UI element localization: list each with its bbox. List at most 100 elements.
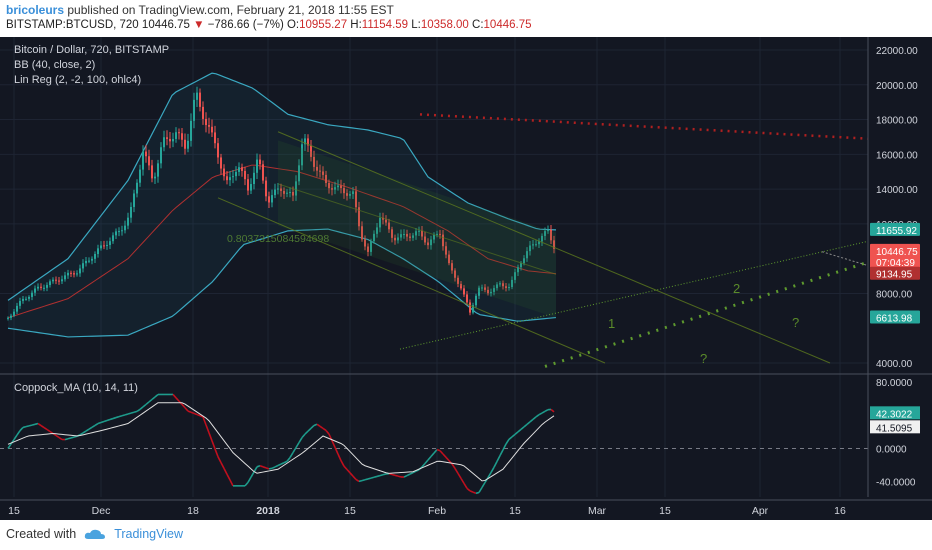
price-axis[interactable]: 22000.00 20000.00 18000.00 16000.00 14000.00… bbox=[867, 37, 932, 520]
candlestick-series[interactable] bbox=[7, 86, 555, 321]
candle-body bbox=[286, 192, 288, 194]
coppock-segment bbox=[361, 478, 366, 482]
candle-body bbox=[358, 207, 360, 227]
coppock-segment bbox=[421, 462, 426, 468]
candle-body bbox=[331, 188, 333, 190]
coppock-segment bbox=[259, 465, 264, 468]
time-tick-label: 16 bbox=[834, 505, 846, 517]
linreg-correlation: 0.8037315084594698 bbox=[227, 233, 329, 245]
price-badge bbox=[870, 243, 920, 268]
candle-body bbox=[448, 254, 450, 264]
candle-body bbox=[208, 125, 210, 127]
candle-body bbox=[244, 170, 246, 180]
candle-body bbox=[94, 253, 96, 259]
time-axis[interactable]: 15 Dec 18 2018 15 Feb 15 Mar 15 Apr 16 bbox=[0, 499, 932, 517]
candle-body bbox=[265, 180, 267, 197]
coppock-segment bbox=[250, 471, 255, 478]
coppock-segment bbox=[199, 414, 204, 418]
coppock-segment bbox=[289, 452, 294, 459]
candle-body bbox=[139, 169, 141, 183]
coppock-segment bbox=[283, 460, 288, 464]
coppock-segment bbox=[187, 410, 192, 413]
coppock-segment bbox=[505, 438, 510, 445]
time-tick-label: Feb bbox=[428, 505, 446, 517]
coppock-segment bbox=[25, 425, 30, 428]
candle-body bbox=[253, 172, 255, 185]
coppock-segment bbox=[364, 478, 369, 481]
coppock-segment bbox=[529, 418, 534, 423]
coppock-segment bbox=[523, 423, 528, 428]
coppock-segment bbox=[391, 473, 396, 477]
coppock-segment bbox=[91, 424, 96, 428]
osc-ma-badge bbox=[870, 420, 920, 434]
candle-body bbox=[154, 176, 156, 179]
candle-body bbox=[502, 283, 504, 287]
coppock-segment bbox=[271, 466, 276, 470]
chart-canvas[interactable]: 22000.0020000.0018000.0016000.0014000.00… bbox=[0, 37, 932, 520]
candle-body bbox=[292, 192, 294, 196]
coppock-segment bbox=[406, 473, 411, 477]
candle-body bbox=[58, 280, 60, 282]
candle-body bbox=[313, 156, 315, 167]
candle-body bbox=[340, 185, 342, 189]
coppock-segment bbox=[454, 467, 459, 474]
osc-badge-label: 42.3022 bbox=[876, 409, 913, 420]
coppock-segment bbox=[502, 443, 507, 451]
coppock-segment bbox=[427, 456, 432, 461]
candle-body bbox=[514, 272, 516, 280]
candle-body bbox=[223, 168, 225, 177]
candle-body bbox=[220, 157, 222, 169]
time-tick-label: 15 bbox=[659, 505, 671, 517]
candle-body bbox=[241, 167, 243, 171]
candle-body bbox=[64, 275, 66, 280]
price-tick-label: 4000.00 bbox=[876, 359, 913, 370]
candle-body bbox=[442, 234, 444, 247]
candle-body bbox=[148, 156, 150, 166]
candle-body bbox=[349, 194, 351, 196]
coppock-segment bbox=[301, 433, 306, 439]
coppock-segment bbox=[139, 406, 144, 411]
candle-body bbox=[367, 246, 369, 252]
coppock-segment bbox=[541, 410, 546, 414]
candle-body bbox=[274, 189, 276, 196]
high-label: H: bbox=[350, 19, 362, 31]
wave-label-2: 2 bbox=[733, 281, 740, 296]
candle-body bbox=[325, 174, 327, 183]
coppock-segment bbox=[121, 414, 126, 417]
coppock-segment bbox=[514, 431, 519, 435]
coppock-pane[interactable]: 80.0000 0.0000 -40.0000 42.3022 41.5095 bbox=[0, 373, 932, 497]
candle-body bbox=[337, 185, 339, 188]
publisher-name[interactable]: bricoleurs bbox=[6, 3, 65, 17]
coppock-segment bbox=[229, 479, 234, 487]
candle-body bbox=[364, 239, 366, 247]
coppock-segment bbox=[82, 430, 87, 434]
candle-body bbox=[127, 217, 129, 226]
time-tick-label: Dec bbox=[92, 505, 111, 517]
coppock-segment bbox=[352, 475, 357, 481]
coppock-segment bbox=[181, 403, 186, 409]
candle-body bbox=[433, 234, 435, 240]
time-tick-label: 15 bbox=[344, 505, 356, 517]
projection-gray-line bbox=[821, 251, 869, 267]
coppock-segment bbox=[280, 462, 285, 465]
candle-body bbox=[160, 147, 162, 164]
legend-coppock: Coppock_MA (10, 14, 11) bbox=[14, 382, 138, 394]
price-tick-label: 22000.00 bbox=[876, 46, 918, 57]
legend-bb: BB (40, close, 2) bbox=[14, 59, 95, 71]
low-value: 10358.00 bbox=[420, 19, 469, 31]
candle-body bbox=[403, 234, 405, 236]
price-badge-label: 10446.75 bbox=[876, 247, 918, 258]
coppock-segment bbox=[265, 467, 270, 470]
candle-body bbox=[301, 144, 303, 166]
candle-body bbox=[517, 267, 519, 273]
tradingview-brand[interactable]: TradingView bbox=[114, 527, 183, 541]
coppock-segment bbox=[31, 423, 36, 426]
candle-body bbox=[394, 237, 396, 241]
coppock-segment bbox=[154, 393, 159, 398]
coppock-segment bbox=[445, 456, 450, 462]
coppock-segment bbox=[319, 425, 324, 430]
candle-body bbox=[238, 167, 240, 172]
candle-body bbox=[538, 241, 540, 245]
trend-drawings bbox=[217, 113, 869, 368]
candle-body bbox=[205, 118, 207, 126]
